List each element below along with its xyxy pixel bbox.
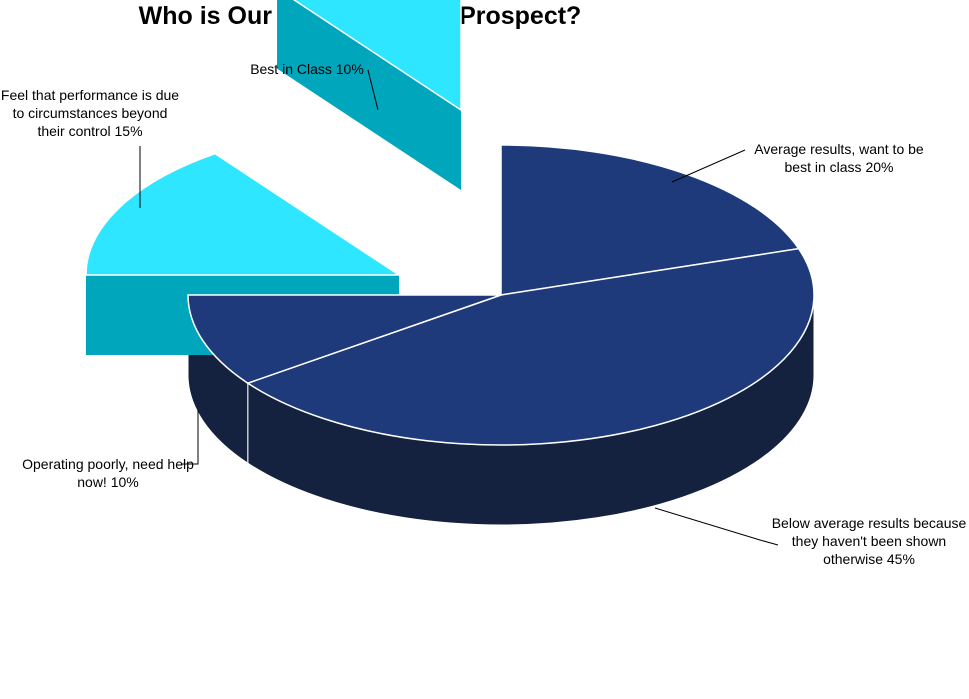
leader-line bbox=[367, 69, 379, 111]
slice-label-best-in-class: Best in Class 10% bbox=[250, 61, 364, 77]
slice-average-results bbox=[500, 144, 800, 296]
leader-line bbox=[671, 149, 746, 183]
slice-below-average bbox=[246, 247, 815, 446]
slice-best-in-class bbox=[292, 0, 462, 112]
slice-label-average-results: Average results, want to be best in clas… bbox=[754, 141, 924, 175]
slice-label-circumstances: Feel that performance is due to circumst… bbox=[0, 87, 180, 139]
slice-label-operating-poorly: Operating poorly, need help now! 10% bbox=[22, 456, 194, 490]
leader-line bbox=[182, 410, 199, 465]
slice-best-in-class-side bbox=[277, 0, 461, 190]
slice-label-below-average: Below average results because they haven… bbox=[771, 515, 967, 567]
leader-line bbox=[654, 507, 779, 546]
slice-circumstances bbox=[85, 152, 402, 276]
slice-operating-poorly bbox=[187, 294, 502, 384]
